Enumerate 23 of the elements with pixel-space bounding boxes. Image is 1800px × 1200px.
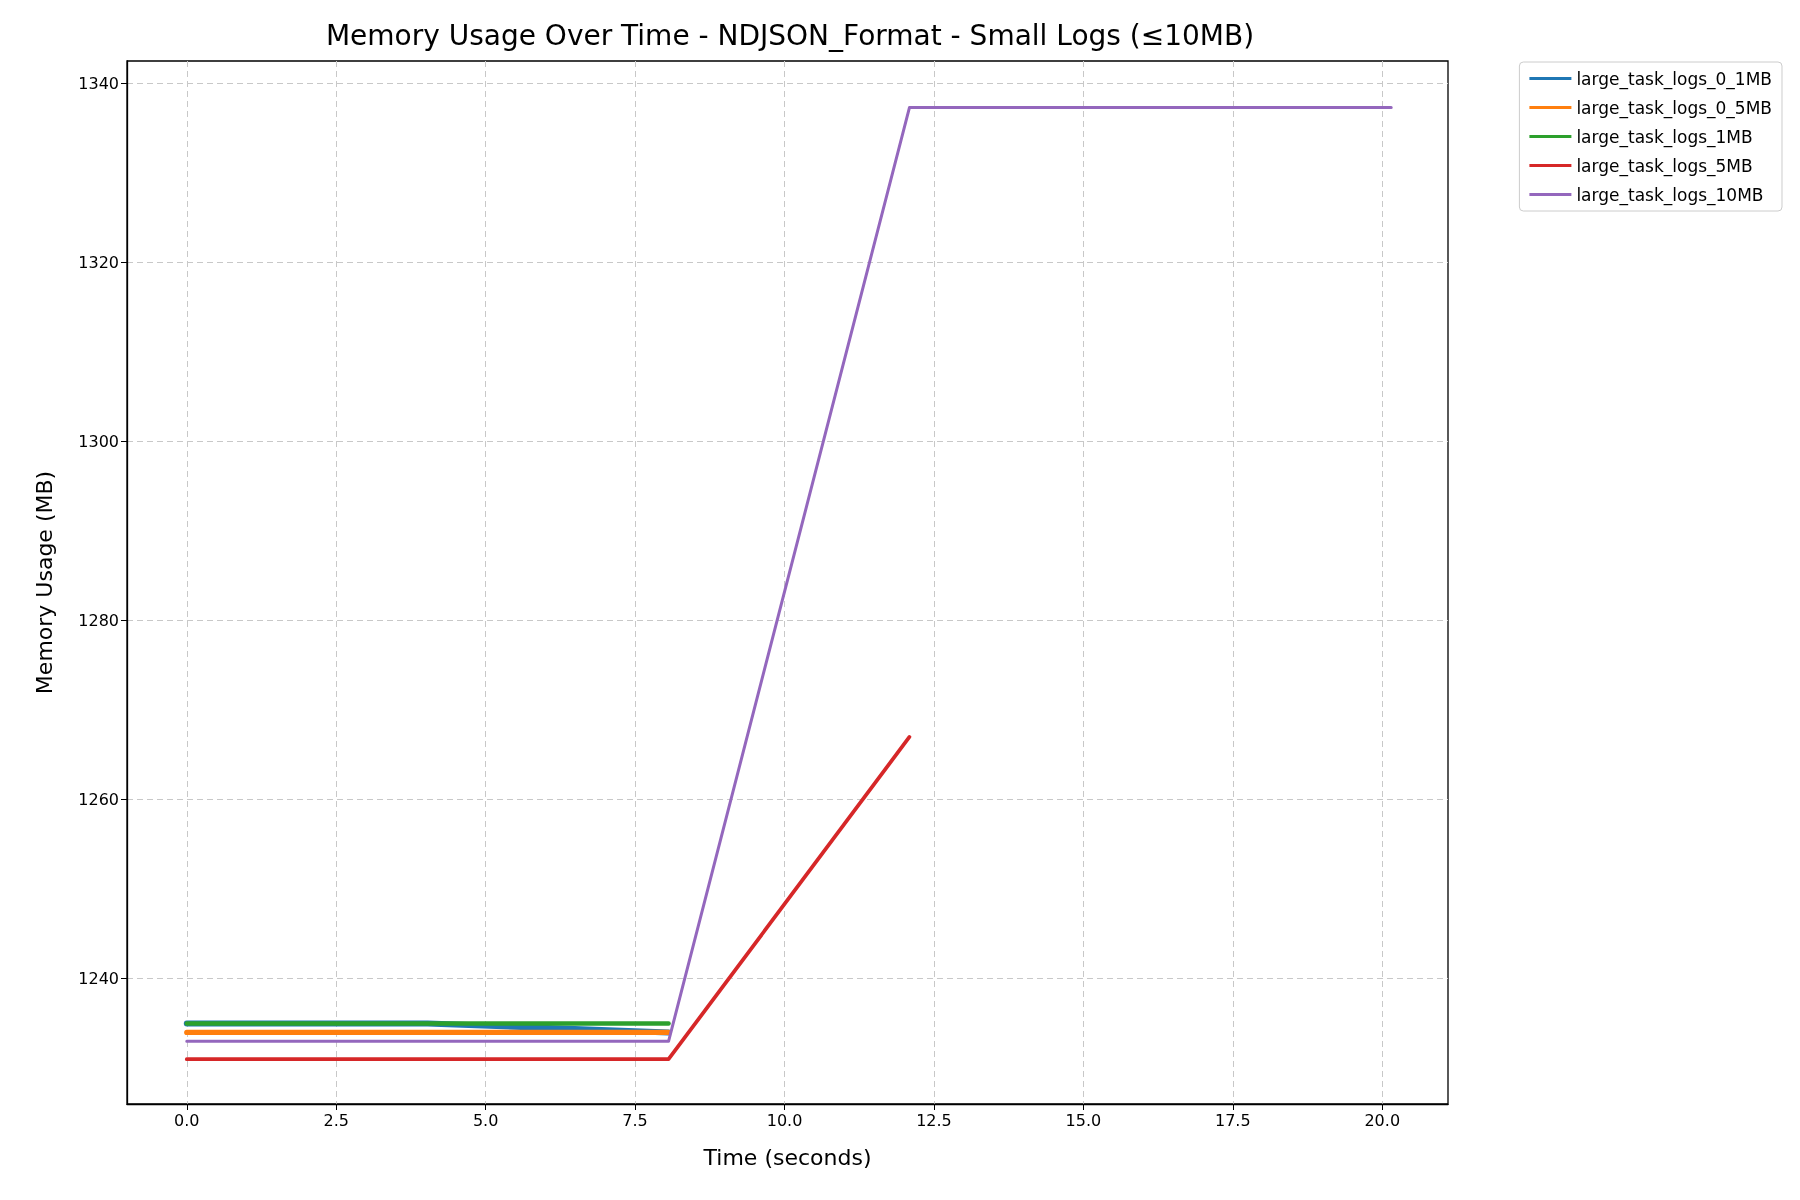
x-tick-label: 7.5 bbox=[622, 1110, 648, 1130]
y-axis-title: Memory Usage (MB) bbox=[31, 470, 57, 695]
x-tick-label: 10.0 bbox=[766, 1110, 803, 1130]
y-tick-label: 1320 bbox=[78, 252, 119, 272]
x-tick-label: 2.5 bbox=[323, 1110, 349, 1130]
x-axis-title: Time (seconds) bbox=[702, 1144, 872, 1170]
chart-title: Memory Usage Over Time - NDJSON_Format - Small Logs (≤10MB) bbox=[325, 18, 1255, 52]
y-tick-label: 1340 bbox=[78, 73, 119, 93]
legend-label: large_task_logs_0_5MB bbox=[1576, 97, 1773, 119]
x-tick-label: 17.5 bbox=[1215, 1110, 1251, 1130]
x-tick-label: 15.0 bbox=[1065, 1110, 1102, 1130]
x-tick-label: 20.0 bbox=[1364, 1110, 1401, 1130]
y-tick-label: 1240 bbox=[78, 969, 119, 989]
x-tick-label: 0.0 bbox=[174, 1110, 200, 1130]
legend-label: large_task_logs_0_1MB bbox=[1576, 68, 1773, 90]
y-tick-label: 1260 bbox=[78, 790, 119, 810]
x-tick-label: 5.0 bbox=[472, 1110, 499, 1130]
y-tick-label: 1280 bbox=[78, 611, 119, 631]
legend-label: large_task_logs_5MB bbox=[1576, 155, 1753, 177]
legend-label: large_task_logs_10MB bbox=[1576, 184, 1764, 206]
y-tick-label: 1300 bbox=[78, 431, 119, 451]
legend-label: large_task_logs_1MB bbox=[1576, 126, 1753, 148]
x-tick-label: 12.5 bbox=[916, 1110, 952, 1130]
